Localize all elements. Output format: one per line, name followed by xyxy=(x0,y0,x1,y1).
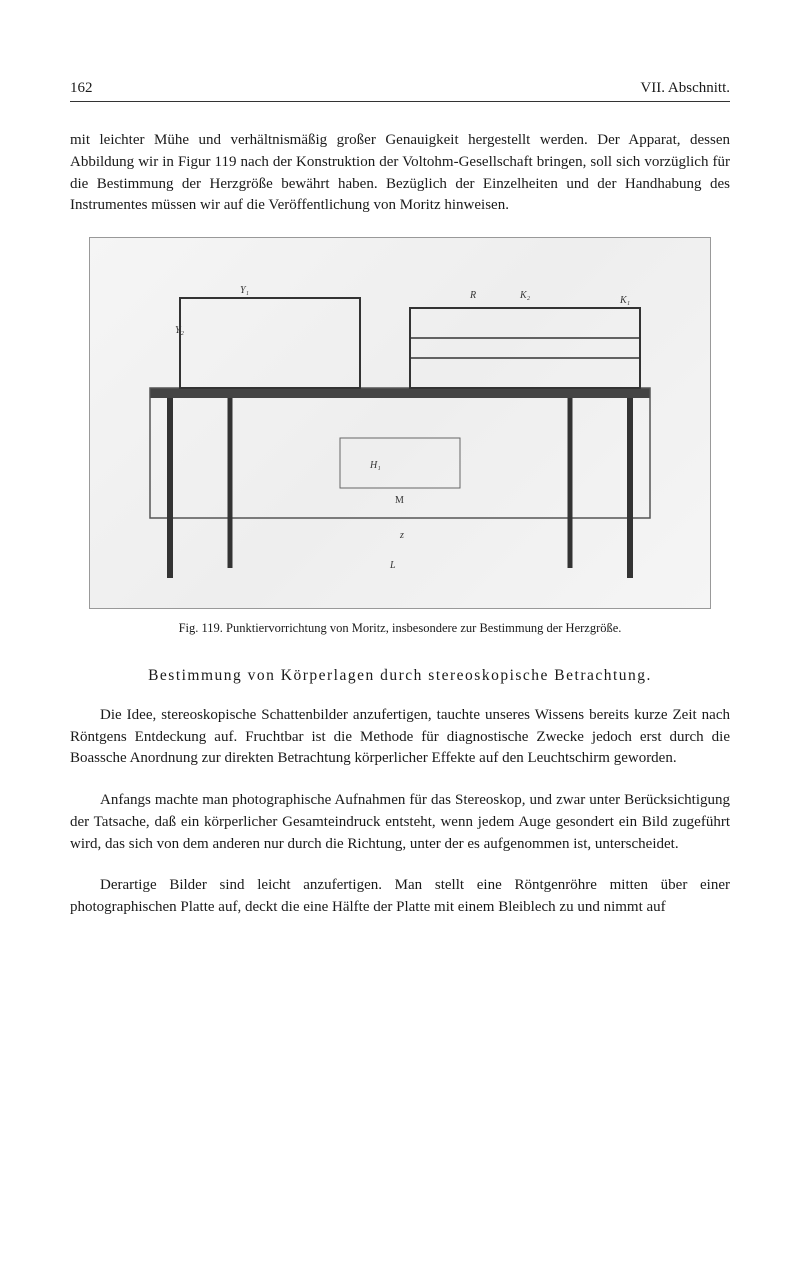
paragraph-2: Die Idee, stereoskopische Schattenbilder… xyxy=(70,705,730,770)
svg-text:Y₂: Y₂ xyxy=(175,325,185,336)
figure-caption: Fig. 119. Punktiervorrichtung von Moritz… xyxy=(70,621,730,636)
subsection-title: Bestimmung von Körperlagen durch stereos… xyxy=(70,664,730,689)
paragraph-4: Derartige Bilder sind leicht anzufertige… xyxy=(70,875,730,919)
page-header: 162 VII. Abschnitt. xyxy=(70,80,730,102)
paragraph-3: Anfangs machte man photographische Aufna… xyxy=(70,790,730,855)
svg-text:M: M xyxy=(395,495,404,506)
apparatus-illustration-icon: Y₁ Y₂ R K₂ K₁ H₁ M z L xyxy=(90,238,710,608)
svg-text:L: L xyxy=(389,560,396,571)
svg-text:H₁: H₁ xyxy=(369,460,381,471)
figure-container: Y₁ Y₂ R K₂ K₁ H₁ M z L Fig. 119. Punktie… xyxy=(70,237,730,636)
svg-text:K₁: K₁ xyxy=(619,295,630,306)
paragraph-1: mit leichter Mühe und verhältnismäßig gr… xyxy=(70,130,730,217)
svg-text:K₂: K₂ xyxy=(519,290,531,301)
svg-text:R: R xyxy=(469,290,476,301)
svg-text:Y₁: Y₁ xyxy=(240,285,249,296)
section-title: VII. Abschnitt. xyxy=(640,80,730,97)
figure-image: Y₁ Y₂ R K₂ K₁ H₁ M z L xyxy=(89,237,711,609)
svg-text:z: z xyxy=(399,530,404,541)
page-container: 162 VII. Abschnitt. mit leichter Mühe un… xyxy=(0,0,800,999)
page-number: 162 xyxy=(70,80,93,97)
